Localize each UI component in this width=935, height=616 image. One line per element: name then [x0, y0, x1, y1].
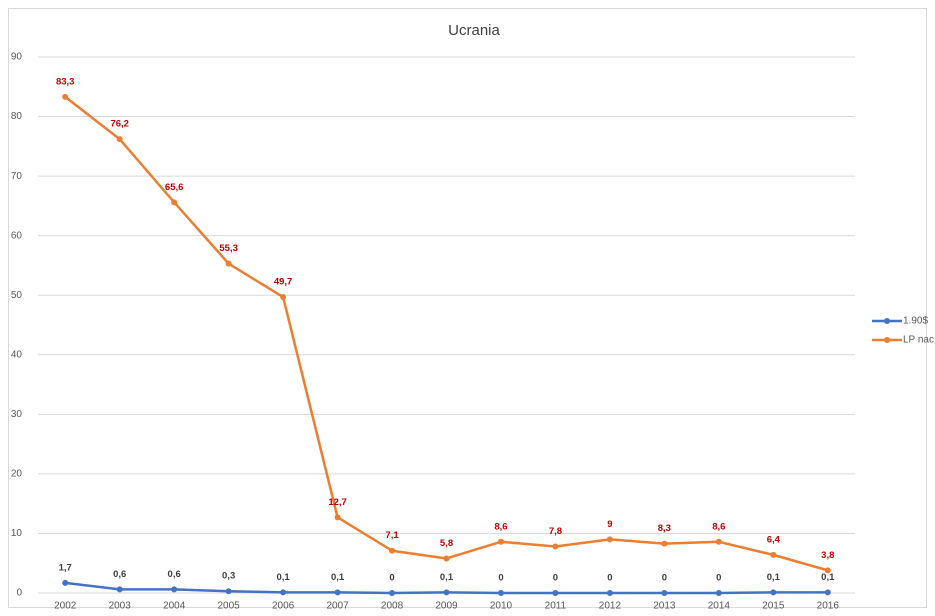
- data-label: 65,6: [165, 182, 184, 193]
- y-tick-label: 50: [11, 290, 23, 301]
- data-point: [389, 590, 396, 596]
- data-label: 0: [389, 573, 394, 584]
- x-tick-label: 2005: [218, 601, 241, 612]
- data-label: 76,2: [110, 119, 129, 130]
- data-point: [606, 590, 613, 596]
- x-tick-label: 2016: [817, 601, 840, 612]
- data-point: [715, 590, 722, 596]
- legend-marker: [884, 318, 890, 324]
- x-tick-label: 2006: [272, 601, 295, 612]
- x-tick-label: 2002: [54, 601, 77, 612]
- x-tick-label: 2013: [653, 601, 676, 612]
- y-tick-label: 80: [11, 111, 23, 122]
- data-point: [661, 590, 668, 596]
- data-label: 0,1: [767, 572, 781, 583]
- x-tick-label: 2009: [435, 601, 458, 612]
- data-label: 0,1: [331, 572, 345, 583]
- data-point: [824, 589, 831, 596]
- data-label: 55,3: [219, 243, 238, 254]
- data-point: [661, 540, 668, 547]
- data-point: [280, 294, 287, 301]
- data-label: 0: [498, 573, 503, 584]
- data-label: 0,6: [168, 569, 181, 580]
- y-tick-label: 40: [11, 349, 23, 360]
- data-point: [715, 538, 722, 545]
- y-tick-label: 30: [11, 409, 23, 420]
- data-point: [606, 536, 613, 543]
- x-tick-label: 2008: [381, 601, 404, 612]
- data-point: [116, 136, 123, 143]
- chart-title: Ucrania: [448, 22, 500, 39]
- data-label: 7,8: [549, 526, 562, 537]
- data-label: 6,4: [767, 534, 781, 545]
- data-point: [62, 93, 69, 100]
- data-point: [770, 589, 777, 596]
- data-point: [389, 547, 396, 554]
- data-label: 83,3: [56, 76, 75, 87]
- data-point: [280, 589, 287, 596]
- legend-label: 1.90$: [903, 316, 928, 327]
- data-label: 9: [607, 519, 612, 530]
- data-point: [552, 543, 559, 550]
- y-tick-label: 20: [11, 469, 23, 480]
- data-label: 0: [607, 573, 612, 584]
- y-tick-label: 90: [11, 52, 23, 63]
- data-label: 12,7: [328, 497, 347, 508]
- data-point: [497, 538, 504, 545]
- data-label: 0,1: [276, 572, 290, 583]
- y-tick-label: 0: [16, 588, 22, 599]
- x-tick-label: 2010: [490, 601, 513, 612]
- x-tick-label: 2007: [326, 601, 349, 612]
- legend-marker: [884, 337, 890, 343]
- data-label: 0: [662, 573, 667, 584]
- data-point: [552, 590, 559, 596]
- x-tick-label: 2003: [109, 601, 132, 612]
- data-label: 3,8: [821, 550, 834, 561]
- data-point: [225, 588, 232, 595]
- x-tick-label: 2004: [163, 601, 186, 612]
- data-point: [171, 199, 178, 206]
- data-point: [334, 514, 341, 521]
- data-label: 49,7: [274, 277, 293, 288]
- data-point: [334, 589, 341, 596]
- x-tick-label: 2015: [762, 601, 785, 612]
- y-tick-label: 60: [11, 230, 23, 241]
- data-point: [116, 586, 123, 593]
- data-label: 0: [716, 573, 721, 584]
- data-label: 0,1: [821, 572, 835, 583]
- data-label: 7,1: [385, 530, 399, 541]
- x-tick-label: 2011: [545, 601, 567, 612]
- y-tick-label: 10: [11, 528, 23, 539]
- data-point: [225, 260, 232, 267]
- data-point: [443, 589, 450, 596]
- data-label: 5,8: [440, 538, 453, 549]
- y-tick-label: 70: [11, 171, 23, 182]
- data-point: [171, 586, 178, 593]
- legend-label: LP nac: [903, 335, 934, 346]
- data-point: [497, 590, 504, 596]
- data-label: 8,6: [494, 521, 507, 532]
- x-tick-label: 2014: [708, 601, 731, 612]
- data-point: [824, 567, 831, 574]
- data-label: 0: [553, 573, 558, 584]
- data-label: 8,6: [712, 521, 725, 532]
- data-label: 1,7: [59, 562, 72, 573]
- data-point: [443, 555, 450, 562]
- data-label: 0,1: [440, 572, 454, 583]
- data-label: 8,3: [658, 523, 671, 534]
- data-label: 0,3: [222, 571, 235, 582]
- chart-border: [8, 8, 927, 608]
- x-tick-label: 2012: [599, 601, 622, 612]
- data-point: [62, 579, 69, 586]
- data-point: [770, 551, 777, 558]
- data-label: 0,6: [113, 569, 126, 580]
